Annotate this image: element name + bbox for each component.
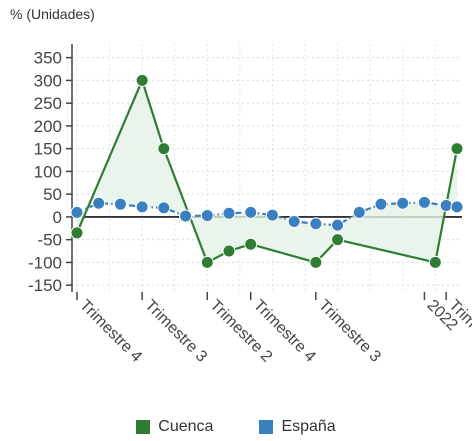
y-tick-label: 0 [53, 208, 62, 227]
y-tick-label: -50 [37, 231, 62, 250]
y-tick-label: -150 [28, 276, 62, 295]
data-point-cuenca [244, 237, 258, 251]
data-point-cuenca [135, 73, 149, 87]
legend-item-espana[interactable]: España [259, 418, 336, 436]
legend-item-cuenca[interactable]: Cuenca [136, 418, 213, 436]
data-point-espana [113, 197, 127, 211]
data-point-espana [396, 196, 410, 210]
data-point-espana [92, 196, 106, 210]
data-point-cuenca [309, 255, 323, 269]
data-point-espana [179, 209, 193, 223]
legend-label-cuenca: Cuenca [158, 418, 214, 435]
data-point-espana [352, 205, 366, 219]
data-point-espana [200, 209, 214, 223]
data-point-espana [309, 217, 323, 231]
y-tick-label: 100 [34, 162, 62, 181]
data-point-espana [222, 206, 236, 220]
y-tick-label: 350 [34, 49, 62, 68]
data-point-espana [70, 205, 84, 219]
y-tick-label: 150 [34, 140, 62, 159]
legend-swatch-cuenca [136, 420, 151, 434]
data-point-cuenca [70, 226, 84, 240]
series-line-cuenca [75, 79, 459, 264]
data-point-espana [374, 197, 388, 211]
y-tick-label: 300 [34, 71, 62, 90]
data-point-espana [417, 195, 431, 209]
data-point-cuenca [428, 255, 442, 269]
legend: Cuenca España [0, 418, 472, 436]
data-point-espana [244, 205, 258, 219]
data-point-espana [157, 201, 171, 215]
x-tick-label: Trimestre 4 [76, 297, 145, 366]
data-point-espana [450, 200, 464, 214]
data-point-cuenca [450, 142, 464, 156]
data-point-cuenca [200, 255, 214, 269]
data-point-espana [287, 214, 301, 228]
legend-swatch-espana [259, 420, 274, 434]
data-point-cuenca [222, 244, 236, 258]
data-point-cuenca [331, 233, 345, 247]
y-tick-label: 250 [34, 94, 62, 113]
y-axis-title: % (Unidades) [10, 6, 95, 22]
data-point-espana [265, 208, 279, 222]
data-point-espana [331, 218, 345, 232]
legend-label-espana: España [281, 418, 336, 435]
data-point-cuenca [157, 142, 171, 156]
y-tick-label: 50 [43, 185, 62, 204]
x-tick-label: Trimestre 3 [141, 297, 210, 366]
x-tick-label: Trimestre 3 [315, 297, 384, 366]
y-tick-label: 200 [34, 117, 62, 136]
y-tick-label: -100 [28, 253, 62, 272]
data-point-espana [439, 199, 453, 213]
data-point-espana [135, 200, 149, 214]
